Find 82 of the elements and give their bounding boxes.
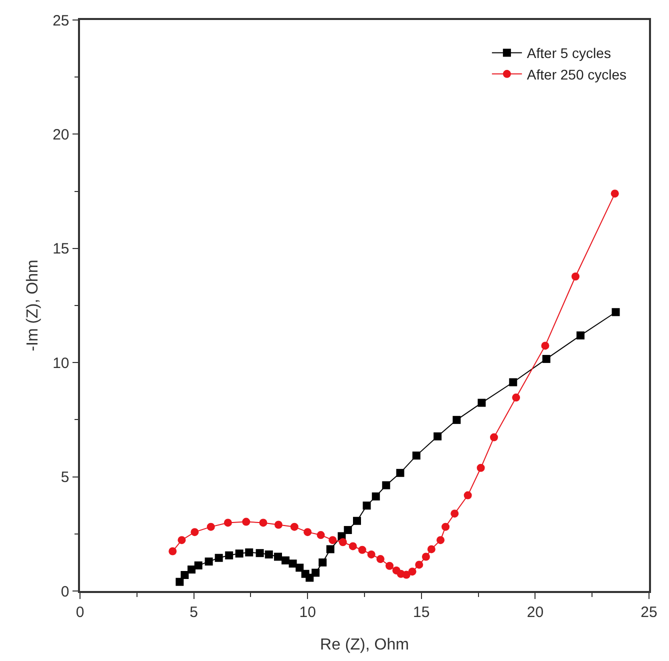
point — [612, 308, 620, 316]
point — [338, 538, 347, 546]
point — [610, 190, 619, 198]
point — [306, 574, 314, 582]
legend-label: After 250 cycles — [526, 66, 627, 82]
point — [427, 545, 436, 554]
point — [235, 550, 244, 558]
legend-label: After 5 cycles — [526, 45, 611, 62]
point — [206, 522, 215, 531]
x-tick-label: 10 — [299, 604, 316, 621]
point — [176, 578, 184, 586]
point — [415, 560, 424, 569]
point — [412, 452, 420, 460]
point — [259, 518, 268, 527]
point — [408, 568, 416, 576]
point — [542, 354, 550, 363]
x-tick-label: 0 — [76, 604, 84, 621]
point — [376, 555, 384, 564]
point — [509, 378, 518, 386]
point — [367, 550, 376, 558]
point — [464, 491, 472, 500]
point — [304, 528, 312, 536]
point — [436, 536, 445, 544]
point — [348, 542, 357, 550]
x-tick-label: 15 — [413, 604, 430, 621]
point — [214, 554, 223, 562]
x-tick-label: 25 — [640, 604, 658, 621]
point — [362, 502, 371, 510]
point — [188, 566, 196, 574]
point — [452, 416, 461, 424]
point — [312, 568, 320, 577]
point — [168, 547, 177, 556]
point — [386, 562, 394, 570]
point — [242, 518, 250, 526]
point — [358, 546, 366, 554]
point — [372, 492, 380, 500]
point — [274, 552, 282, 561]
y-tick-label: 25 — [52, 12, 70, 30]
point — [571, 272, 580, 280]
point — [318, 558, 327, 566]
y-tick-label: 10 — [52, 354, 70, 372]
y-tick-label: 20 — [52, 126, 70, 144]
point — [264, 550, 273, 558]
x-axis-title: Re (Z), Ohm — [320, 636, 409, 654]
point — [296, 564, 304, 572]
point — [282, 556, 290, 564]
point — [190, 528, 199, 536]
y-tick-label: 5 — [60, 469, 70, 486]
point — [382, 481, 390, 490]
point — [541, 342, 550, 350]
point — [344, 526, 352, 534]
point — [450, 510, 459, 518]
point — [422, 552, 430, 561]
point — [290, 522, 298, 531]
x-tick-label: 5 — [190, 604, 198, 621]
point — [316, 531, 325, 540]
y-tick-label: 0 — [60, 583, 70, 600]
point — [442, 522, 450, 531]
point — [490, 433, 498, 442]
point — [274, 520, 282, 529]
point — [225, 551, 234, 560]
point — [402, 570, 410, 579]
point — [478, 398, 486, 407]
point — [288, 560, 297, 568]
x-tick-label: 20 — [526, 604, 544, 621]
point — [352, 516, 361, 525]
point — [245, 548, 254, 556]
point — [396, 468, 404, 477]
point — [326, 545, 334, 554]
point — [576, 331, 584, 340]
point — [328, 536, 337, 544]
y-axis-title: -Im (Z), Ohm — [24, 260, 42, 352]
point — [224, 518, 232, 527]
point — [194, 561, 202, 570]
point — [434, 432, 442, 440]
point — [476, 464, 485, 472]
point — [512, 394, 520, 402]
point — [178, 536, 186, 544]
point — [204, 558, 213, 566]
point — [180, 571, 189, 580]
y-tick-label: 15 — [52, 240, 70, 258]
point — [256, 549, 264, 558]
